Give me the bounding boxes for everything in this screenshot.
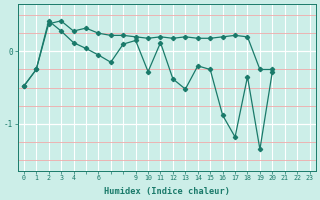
X-axis label: Humidex (Indice chaleur): Humidex (Indice chaleur) bbox=[104, 187, 230, 196]
